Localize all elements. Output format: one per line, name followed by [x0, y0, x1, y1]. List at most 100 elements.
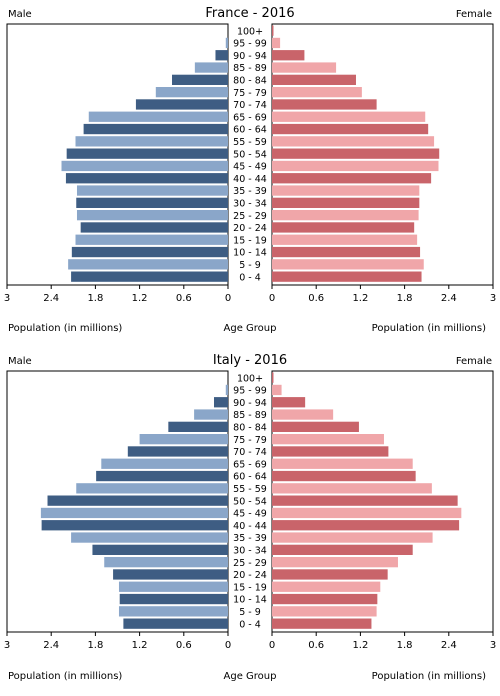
bar-male [92, 544, 228, 555]
bar-female [272, 185, 420, 196]
x-tick-label: 0 [269, 293, 275, 304]
age-group-label: 65 - 69 [233, 459, 267, 470]
bar-female [272, 458, 413, 469]
bar-female [272, 421, 359, 432]
bar-female [272, 123, 429, 135]
x-tick-label: 1.8 [87, 293, 103, 304]
bar-female [272, 259, 424, 270]
x-tick-label: 0.6 [176, 293, 192, 304]
bar-female [272, 483, 432, 494]
bar-female [272, 136, 435, 147]
age-group-label: 50 - 54 [233, 149, 267, 160]
chart-title: Italy - 2016 [213, 353, 287, 368]
age-group-label: 0 - 4 [239, 272, 261, 283]
age-group-label: 10 - 14 [233, 595, 267, 606]
bar-female [272, 520, 460, 531]
bar-male [119, 593, 228, 605]
bar-male [66, 148, 228, 159]
x-tick-label: 2.4 [441, 293, 457, 304]
bar-female [272, 74, 356, 85]
bar-female [272, 271, 422, 282]
age-group-label: 75 - 79 [233, 88, 267, 99]
bar-female [272, 446, 389, 457]
age-group-label: 15 - 19 [233, 582, 267, 593]
bar-male [76, 483, 228, 494]
bar-female [272, 173, 432, 184]
x-tick-label: 2.4 [43, 293, 59, 304]
x-tick-label: 0 [269, 640, 275, 651]
x-tick-label: 1.8 [397, 640, 413, 651]
bar-female [272, 507, 462, 519]
chart-title: France - 2016 [205, 6, 294, 21]
age-group-label: 20 - 24 [233, 570, 267, 581]
bar-male [168, 421, 228, 432]
age-group-label: 85 - 89 [233, 410, 267, 421]
bar-female [272, 569, 388, 580]
female-side-label: Female [456, 356, 492, 367]
bar-male [172, 74, 228, 85]
bar-male [194, 409, 228, 420]
bar-male [113, 569, 228, 580]
age-group-label: 5 - 9 [239, 607, 261, 618]
bar-female [272, 495, 458, 506]
bar-male [101, 458, 228, 469]
bar-female [272, 532, 433, 543]
x-axis-label-age-group: Age Group [224, 323, 277, 334]
x-tick-label: 0.6 [308, 293, 324, 304]
age-group-label: 95 - 99 [233, 386, 267, 397]
male-side-label: Male [8, 356, 32, 367]
x-axis-label-male: Population (in millions) [8, 323, 122, 334]
x-tick-label: 0.6 [176, 640, 192, 651]
x-axis-label-female: Population (in millions) [372, 323, 486, 334]
age-group-label: 100+ [237, 373, 263, 384]
bar-female [272, 197, 420, 208]
bar-female [272, 25, 274, 36]
x-tick-label: 2.4 [43, 640, 59, 651]
bar-female [272, 148, 440, 159]
age-group-label: 55 - 59 [233, 137, 267, 148]
x-tick-label: 0 [225, 640, 231, 651]
age-group-label: 40 - 44 [233, 174, 267, 185]
age-group-label: 35 - 39 [233, 186, 267, 197]
bar-male [214, 397, 228, 408]
bar-female [272, 50, 305, 61]
x-axis-label-female: Population (in millions) [372, 671, 486, 682]
bar-male [47, 495, 228, 506]
bar-female [272, 593, 378, 605]
bar-female [272, 434, 384, 445]
bar-male [215, 50, 228, 61]
age-group-label: 70 - 74 [233, 100, 267, 111]
age-group-label: 90 - 94 [233, 51, 267, 62]
bar-male [118, 606, 228, 617]
bar-male [68, 259, 228, 270]
bar-male [127, 446, 228, 457]
ticks-group: 3 2.4 1.8 1.2 0.6 0 0 0.6 1.2 1.8 2.4 3 [4, 285, 496, 304]
age-group-label: 45 - 49 [233, 162, 267, 173]
age-group-label: 60 - 64 [233, 472, 267, 483]
bar-male [135, 99, 228, 110]
bar-female [272, 581, 381, 592]
bar-female [272, 409, 334, 420]
age-group-label: 55 - 59 [233, 484, 267, 495]
bar-female [272, 618, 372, 629]
bar-female [272, 397, 306, 408]
age-group-label: 100+ [237, 26, 263, 37]
x-tick-label: 0.6 [308, 640, 324, 651]
x-tick-label: 0 [225, 293, 231, 304]
age-group-label: 75 - 79 [233, 435, 267, 446]
bar-male [71, 271, 228, 282]
bars-group [40, 372, 462, 629]
bar-female [272, 62, 337, 73]
x-tick-label: 1.2 [352, 640, 368, 651]
bar-male [96, 470, 228, 482]
bar-male [71, 246, 228, 258]
age-group-label: 80 - 84 [233, 75, 267, 86]
bar-male [194, 62, 228, 73]
age-group-label: 0 - 4 [239, 619, 261, 630]
bar-male [76, 197, 228, 208]
age-group-label: 30 - 34 [233, 198, 267, 209]
age-group-label: 90 - 94 [233, 398, 267, 409]
